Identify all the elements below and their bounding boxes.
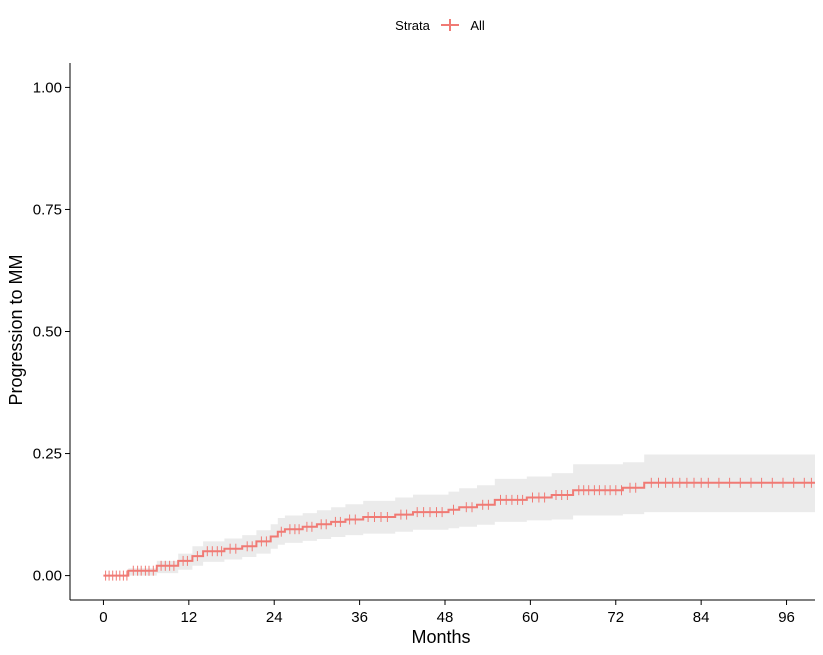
y-axis-label: Progression to MM [6,254,26,405]
y-tick-label: 0.00 [33,568,62,585]
x-tick-label: 96 [778,609,795,626]
x-tick-label: 48 [437,609,454,626]
confidence-band-layer [103,454,815,576]
legend-title: Strata [395,18,430,33]
series-line-all [103,481,815,577]
x-tick-label: 24 [266,609,283,626]
legend: Strata All [0,18,823,33]
x-tick-label: 12 [180,609,197,626]
confidence-band [103,454,815,576]
x-tick-label: 60 [522,609,539,626]
axes-layer: 0 12 24 36 48 60 72 84 96 0.00 0.25 0.50 0.75 1.00 [33,63,815,626]
y-tick-label: 0.25 [33,446,62,463]
x-axis-label: Months [411,627,470,647]
curve-layer [103,481,815,577]
legend-key-line-icon [441,19,460,31]
x-tick-label: 0 [99,609,107,626]
censor-marks-layer [105,477,812,581]
legend-entry-all: All [470,18,485,33]
x-tick-label: 84 [693,609,710,626]
x-tick-label: 72 [607,609,624,626]
x-tick-label: 36 [351,609,368,626]
y-tick-label: 0.75 [33,201,62,218]
y-tick-label: 1.00 [33,79,62,96]
y-tick-label: 0.50 [33,324,62,341]
